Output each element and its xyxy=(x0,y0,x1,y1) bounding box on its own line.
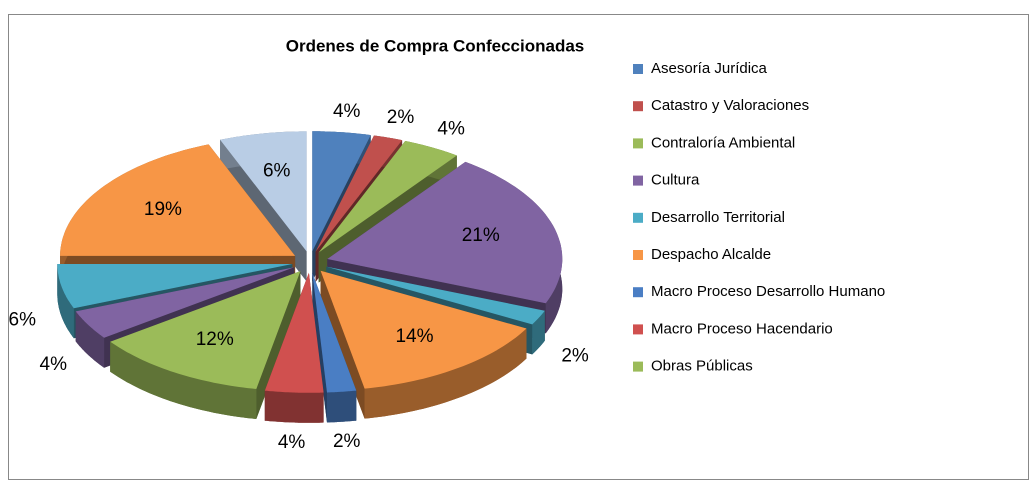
legend-label: Contraloría Ambiental xyxy=(651,134,795,151)
legend-swatch xyxy=(633,324,643,335)
slice-side xyxy=(312,272,327,423)
data-label: 4% xyxy=(40,354,68,375)
slice-side xyxy=(264,390,324,423)
legend-swatch xyxy=(633,64,643,74)
pie-slice xyxy=(320,270,527,389)
data-label: 2% xyxy=(333,431,361,452)
data-label: 6% xyxy=(263,160,291,181)
slice-side xyxy=(364,328,527,419)
data-label: 4% xyxy=(333,101,361,122)
legend-swatch xyxy=(633,361,643,372)
legend-swatch xyxy=(633,138,643,149)
pie-slice xyxy=(75,267,295,338)
slice-side xyxy=(256,271,301,419)
legend-swatch xyxy=(633,101,643,112)
data-label: 19% xyxy=(144,199,182,220)
slice-side xyxy=(110,341,257,419)
pie-slice xyxy=(220,131,307,252)
pie-slice xyxy=(327,161,563,304)
data-label: 12% xyxy=(196,329,234,350)
pie-slice xyxy=(264,272,324,393)
slice-side xyxy=(532,310,545,355)
data-label: 21% xyxy=(462,225,500,246)
legend-swatch xyxy=(633,287,643,298)
legend-label: Catastro y Valoraciones xyxy=(651,97,809,114)
pie-slice xyxy=(312,131,371,252)
slice-side xyxy=(75,311,105,368)
pie-slice xyxy=(312,272,357,393)
legend-label: Asesoría Jurídica xyxy=(651,60,768,77)
data-label: 2% xyxy=(387,107,415,128)
legend-label: Cultura xyxy=(651,172,700,189)
data-label: 4% xyxy=(278,432,306,453)
legend-label: Macro Proceso Hacendario xyxy=(651,320,833,337)
legend-label: Obras Públicas xyxy=(651,358,753,375)
data-label: 6% xyxy=(9,309,37,330)
legend-label: Desarrollo Territorial xyxy=(651,209,785,226)
slice-side xyxy=(320,270,365,419)
pie-slice xyxy=(318,141,457,253)
data-label: 4% xyxy=(437,119,465,140)
legend-swatch xyxy=(633,250,643,260)
legend-swatch xyxy=(633,175,643,186)
legend-swatch xyxy=(633,212,643,223)
pie-slice xyxy=(315,135,403,252)
legend-label: Macro Proceso Desarrollo Humano xyxy=(651,283,885,300)
slice-side xyxy=(57,264,74,339)
data-label: 14% xyxy=(395,326,433,347)
pie-slice xyxy=(60,144,296,256)
pie-slice xyxy=(326,266,545,325)
slice-side xyxy=(327,390,357,423)
chart-title: Ordenes de Compra Confeccionadas xyxy=(286,36,585,55)
legend-label: Despacho Alcalde xyxy=(651,246,771,263)
pie-slice xyxy=(57,264,293,309)
data-label: 2% xyxy=(561,345,589,366)
pie-slice xyxy=(110,271,301,389)
